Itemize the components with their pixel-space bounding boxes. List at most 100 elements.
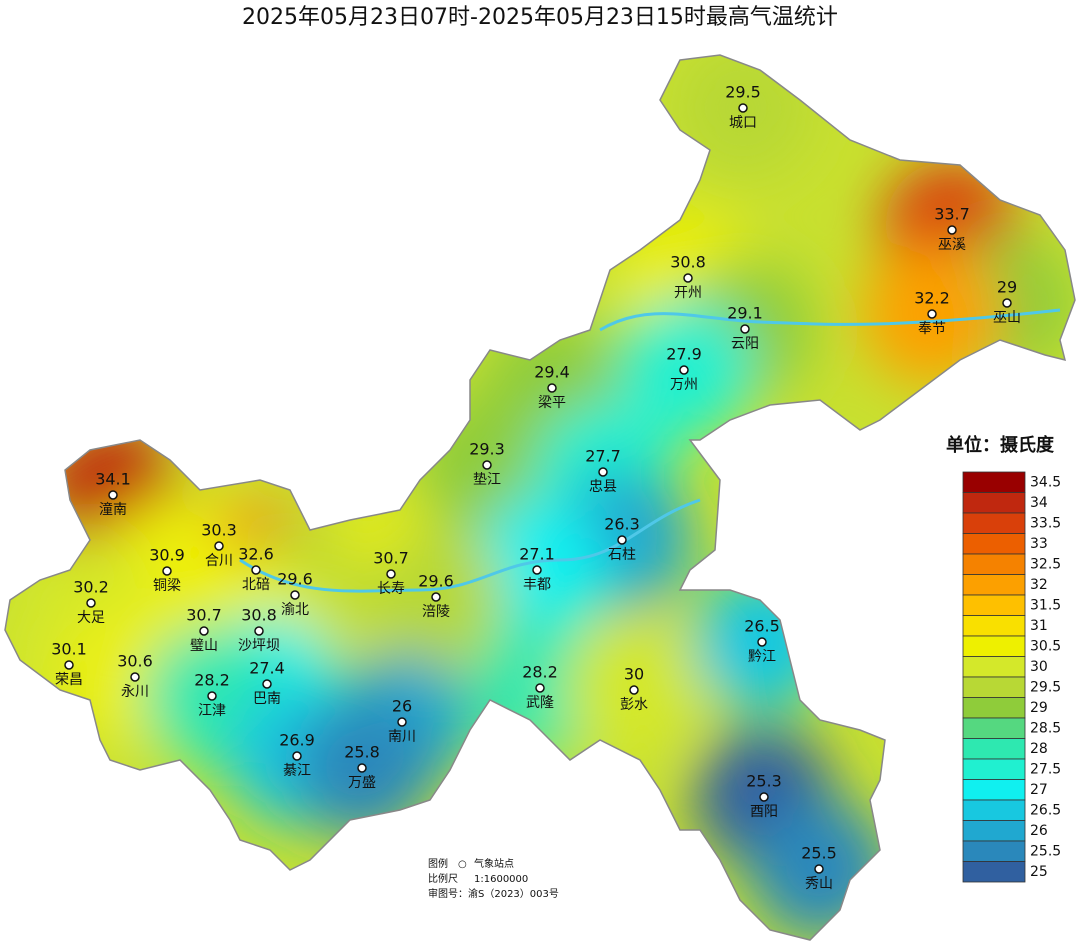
station-name: 万盛: [348, 775, 376, 791]
station-marker: [108, 490, 118, 500]
station-value: 27.1: [519, 545, 555, 564]
river: [239, 498, 701, 593]
station-value: 32.2: [914, 289, 950, 308]
legend-label: 25: [1030, 864, 1048, 880]
legend-swatch: [962, 512, 1026, 534]
station-marker: [357, 763, 367, 773]
legend-label: 27: [1030, 782, 1048, 798]
station-value: 30: [624, 665, 644, 684]
station-name: 渝北: [281, 602, 309, 618]
station-name: 丰都: [523, 577, 551, 593]
station-value: 27.4: [249, 659, 285, 678]
station-value: 27.7: [585, 447, 621, 466]
station-name: 彭水: [620, 697, 648, 713]
legend-swatch: [962, 676, 1026, 698]
legend-label: 29.5: [1030, 679, 1061, 695]
station-name: 大足: [77, 610, 105, 626]
legend-label: 28: [1030, 741, 1048, 757]
scale-label: 比例尺: [428, 872, 458, 885]
station-value: 25.3: [746, 772, 782, 791]
legend-label: 34: [1030, 495, 1048, 511]
station-marker: [947, 225, 957, 235]
station-value: 26.5: [744, 617, 780, 636]
station-value: 29.3: [469, 440, 505, 459]
station-name: 南川: [388, 729, 416, 745]
station-value: 28.2: [194, 671, 230, 690]
station-value: 29.6: [277, 570, 313, 589]
station-marker: [64, 660, 74, 670]
station-marker: [740, 324, 750, 334]
station-marker: [262, 679, 272, 689]
station-marker: [759, 792, 769, 802]
legend-swatch: [962, 492, 1026, 514]
station-name: 梁平: [538, 395, 566, 411]
station-name: 綦江: [283, 763, 311, 779]
station-marker: [1002, 298, 1012, 308]
station-marker: [199, 626, 209, 636]
legend-label: 33.5: [1030, 515, 1061, 531]
station-name: 秀山: [805, 876, 833, 892]
legend-swatch: [962, 533, 1026, 555]
station-name: 江津: [198, 703, 226, 719]
station-marker: [290, 590, 300, 600]
station-marker: [535, 683, 545, 693]
legend-label: 32.5: [1030, 556, 1061, 572]
legend-swatch: [962, 594, 1026, 616]
legend-label: 27.5: [1030, 761, 1061, 777]
station-name: 涪陵: [422, 604, 450, 620]
station-name: 万州: [670, 377, 698, 393]
legend-swatch: [962, 471, 1026, 493]
station-marker: [757, 637, 767, 647]
station-value: 33.7: [934, 205, 970, 224]
legend-label: 31: [1030, 618, 1048, 634]
legend-label: 30: [1030, 659, 1048, 675]
station-marker: [431, 592, 441, 602]
footnote: 图例 ○ 气象站点 比例尺 1:1600000 审图号：渝S（2023）003号: [428, 857, 559, 900]
legend-unit: 单位：摄氏度: [946, 434, 1055, 456]
legend-label: 26: [1030, 823, 1048, 839]
station-marker: [927, 309, 937, 319]
station-value: 25.8: [344, 743, 380, 762]
station-marker: [86, 598, 96, 608]
station-value: 30.2: [73, 578, 109, 597]
station-marker: [598, 467, 608, 477]
station-name: 奉节: [918, 321, 946, 337]
station-value: 30.8: [241, 606, 277, 625]
legend-label: 图例: [428, 857, 448, 870]
station-value: 30.8: [670, 253, 706, 272]
station-name: 黔江: [748, 649, 776, 665]
legend-symbol: ○: [458, 859, 467, 870]
station-name: 巫溪: [938, 237, 966, 253]
station-name: 巴南: [253, 691, 281, 707]
station-label: 气象站点: [474, 857, 514, 870]
station-name: 开州: [674, 285, 702, 301]
legend-swatch: [962, 717, 1026, 739]
station-marker: [683, 273, 693, 283]
station-name: 酉阳: [750, 804, 778, 820]
outline: [4, 54, 1076, 941]
station-marker: [617, 535, 627, 545]
blobs: [5, 55, 1075, 939]
station-value: 29.1: [727, 304, 763, 323]
map-title: 2025年05月23日07时-2025年05月23日15时最高气温统计: [242, 5, 838, 30]
station-value: 32.6: [238, 545, 274, 564]
station-marker: [386, 569, 396, 579]
legend-label: 26.5: [1030, 802, 1061, 818]
station-marker: [214, 541, 224, 551]
station-marker: [629, 685, 639, 695]
station-name: 北碚: [242, 577, 270, 593]
station-marker: [532, 565, 542, 575]
station-name: 石柱: [608, 547, 636, 563]
station-marker: [251, 565, 261, 575]
legend-label: 33: [1030, 536, 1048, 552]
legend-swatch: [962, 738, 1026, 760]
station-name: 荣昌: [55, 672, 83, 688]
station-value: 27.9: [666, 345, 702, 364]
station-marker: [292, 751, 302, 761]
legend-swatch: [962, 840, 1026, 862]
legend-swatch: [962, 779, 1026, 801]
station-marker: [679, 365, 689, 375]
station-value: 30.6: [117, 652, 153, 671]
station-name: 永川: [121, 684, 149, 700]
